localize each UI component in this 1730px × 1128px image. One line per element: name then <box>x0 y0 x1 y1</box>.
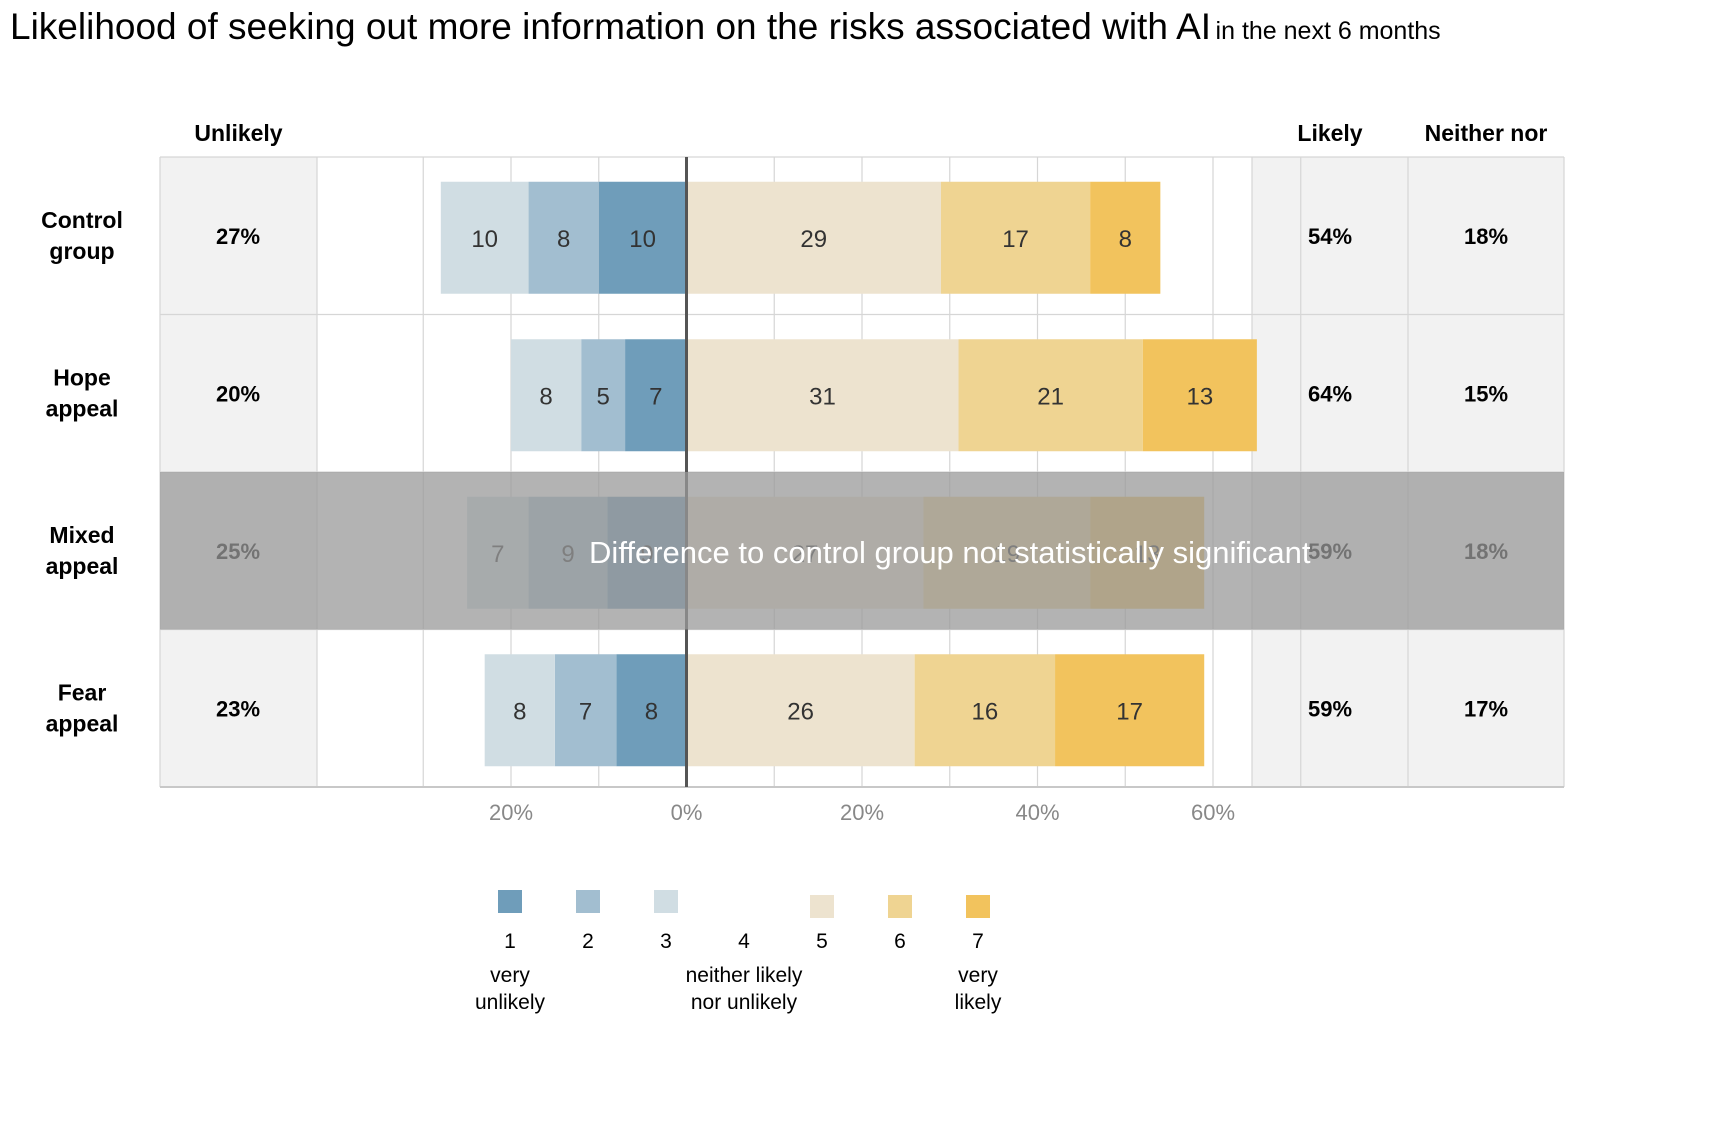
summary-unlikely: 23% <box>216 696 260 721</box>
bar-segment-1 <box>625 339 687 452</box>
legend-code: 4 <box>738 930 750 953</box>
summary-likely: 54% <box>1308 224 1352 249</box>
bar-value-label: 26 <box>787 698 814 725</box>
bar-value-label: 8 <box>539 383 552 410</box>
title-sub: in the next 6 months <box>1215 17 1441 45</box>
title-main: Likelihood of seeking out more informati… <box>10 6 1212 47</box>
header-neither: Neither nor <box>1424 120 1548 146</box>
bar-segment-2 <box>528 181 599 294</box>
bar-value-label: 21 <box>1037 383 1064 410</box>
bar-value-label: 13 <box>1186 383 1213 410</box>
summary-likely: 59% <box>1308 696 1352 721</box>
bar-value-label: 29 <box>800 226 827 253</box>
summary-unlikely: 20% <box>216 381 260 406</box>
x-tick-label: 20% <box>840 800 884 825</box>
category-label: Control group <box>41 207 123 264</box>
bar-value-label: 7 <box>579 698 592 725</box>
bar-value-label: 16 <box>971 698 998 725</box>
bar-value-label: 8 <box>513 698 526 725</box>
legend-label: unlikely <box>475 991 546 1014</box>
x-tick-label: 40% <box>1015 800 1059 825</box>
legend-label: very <box>958 964 998 987</box>
category-label: Hope appeal <box>46 364 119 421</box>
bar-segment-1 <box>598 181 687 294</box>
legend-label: neither likely <box>686 964 803 987</box>
bar-value-label: 31 <box>809 383 836 410</box>
bar-value-label: 17 <box>1002 226 1029 253</box>
legend-code: 2 <box>582 930 594 953</box>
category-label: Fear appeal <box>46 679 119 736</box>
bar-segment-5 <box>686 654 915 767</box>
bar-value-label: 17 <box>1116 698 1143 725</box>
bar-segment-3 <box>484 654 555 767</box>
bar-value-label: 7 <box>649 383 662 410</box>
header-unlikely: Unlikely <box>194 120 283 146</box>
x-tick-label: 20% <box>489 800 533 825</box>
x-tick-label: 0% <box>671 800 703 825</box>
legend-code: 7 <box>972 930 984 953</box>
chart-title: Likelihood of seeking out more informati… <box>10 6 1441 48</box>
legend-code: 5 <box>816 930 828 953</box>
non-significant-overlay <box>160 472 1564 630</box>
summary-neither: 17% <box>1464 696 1508 721</box>
legend-swatch-2 <box>576 890 600 913</box>
bar-value-label: 10 <box>471 226 498 253</box>
summary-unlikely: 27% <box>216 224 260 249</box>
bar-value-label: 8 <box>1119 226 1132 253</box>
summary-neither: 18% <box>1464 224 1508 249</box>
legend-label: very <box>490 964 530 987</box>
summary-neither: 15% <box>1464 381 1508 406</box>
bar-segment-5 <box>686 181 941 294</box>
bar-segment-6 <box>940 181 1091 294</box>
bar-value-label: 10 <box>629 226 656 253</box>
category-label: Mixed appeal <box>46 522 119 579</box>
legend-code: 3 <box>660 930 672 953</box>
legend-code: 6 <box>894 930 906 953</box>
bar-segment-5 <box>686 339 959 452</box>
bar-segment-2 <box>554 654 617 767</box>
bar-segment-7 <box>1055 654 1205 767</box>
header-likely: Likely <box>1297 120 1363 146</box>
bar-value-label: 8 <box>645 698 658 725</box>
bar-value-label: 5 <box>596 383 609 410</box>
bar-segment-3 <box>440 181 529 294</box>
legend-swatch-6 <box>888 895 912 918</box>
legend-swatch-1 <box>498 890 522 913</box>
bar-segment-7 <box>1142 339 1257 452</box>
legend-label: likely <box>955 991 1002 1014</box>
overlay-text: Difference to control group not statisti… <box>589 535 1311 570</box>
bar-segment-2 <box>581 339 626 452</box>
bar-segment-6 <box>914 654 1056 767</box>
x-tick-label: 60% <box>1191 800 1235 825</box>
bar-segment-1 <box>616 654 687 767</box>
bar-value-label: 8 <box>557 226 570 253</box>
legend-code: 1 <box>504 930 516 953</box>
bar-segment-7 <box>1090 181 1161 294</box>
legend-swatch-5 <box>810 895 834 918</box>
bar-segment-3 <box>511 339 582 452</box>
summary-likely: 64% <box>1308 381 1352 406</box>
legend-swatch-7 <box>966 895 990 918</box>
legend-swatch-3 <box>654 890 678 913</box>
legend-label: nor unlikely <box>691 991 798 1014</box>
bar-segment-6 <box>958 339 1143 452</box>
